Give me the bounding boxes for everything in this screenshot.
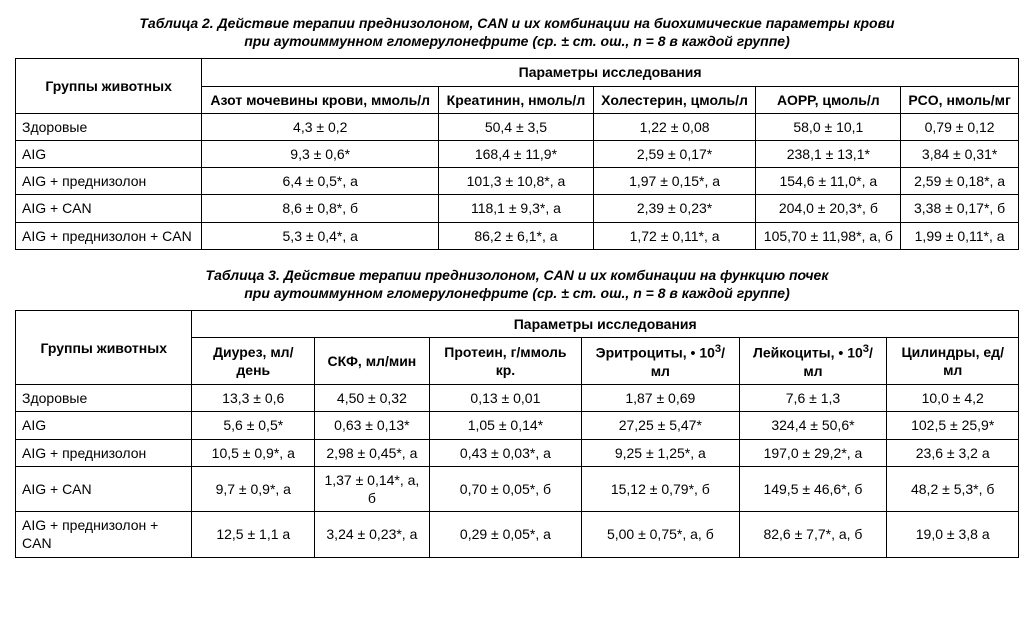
table2-caption-line2: при аутоиммунном гломерулонефрите (ср. ±… (244, 33, 789, 49)
table-row: AIG + CAN8,6 ± 0,8*, б118,1 ± 9,3*, а2,3… (16, 195, 1019, 222)
table3-cell-0-0: 13,3 ± 0,6 (192, 385, 315, 412)
table3-row-label-3: AIG + CAN (16, 466, 192, 511)
table-row: AIG5,6 ± 0,5*0,63 ± 0,13*1,05 ± 0,14*27,… (16, 412, 1019, 439)
table3-cell-4-3: 5,00 ± 0,75*, а, б (582, 512, 739, 557)
table-row: AIG + преднизолон6,4 ± 0,5*, а101,3 ± 10… (16, 168, 1019, 195)
table3-row-label-0: Здоровые (16, 385, 192, 412)
table3-cell-1-5: 102,5 ± 25,9* (887, 412, 1019, 439)
table3-cell-4-5: 19,0 ± 3,8 а (887, 512, 1019, 557)
table3-cell-4-2: 0,29 ± 0,05*, а (429, 512, 581, 557)
table3-cell-3-0: 9,7 ± 0,9*, а (192, 466, 315, 511)
table2-param-header: Параметры исследования (202, 59, 1019, 86)
table2-row-label-0: Здоровые (16, 113, 202, 140)
table2-row-label-4: AIG + преднизолон + CAN (16, 222, 202, 249)
table3-col-2: Протеин, г/ммоль кр. (429, 338, 581, 385)
table2-cell-0-4: 0,79 ± 0,12 (901, 113, 1019, 140)
table-row: AIG + преднизолон + CAN5,3 ± 0,4*, а86,2… (16, 222, 1019, 249)
table2-cell-1-2: 2,59 ± 0,17* (593, 140, 756, 167)
table3-cell-3-3: 15,12 ± 0,79*, б (582, 466, 739, 511)
table3-row-label-4: AIG + преднизолон + CAN (16, 512, 192, 557)
table3-cell-1-4: 324,4 ± 50,6* (739, 412, 887, 439)
table2-cell-4-0: 5,3 ± 0,4*, а (202, 222, 439, 249)
table-row: AIG9,3 ± 0,6*168,4 ± 11,9*2,59 ± 0,17*23… (16, 140, 1019, 167)
table2-cell-3-2: 2,39 ± 0,23* (593, 195, 756, 222)
table2-col-4: РCO, нмоль/мг (901, 86, 1019, 113)
table2-cell-3-1: 118,1 ± 9,3*, а (439, 195, 593, 222)
table2-cell-2-3: 154,6 ± 11,0*, а (756, 168, 901, 195)
table-row: AIG + преднизолон10,5 ± 0,9*, а2,98 ± 0,… (16, 439, 1019, 466)
table3-cell-0-4: 7,6 ± 1,3 (739, 385, 887, 412)
table3-cell-3-5: 48,2 ± 5,3*, б (887, 466, 1019, 511)
table-row: Здоровые13,3 ± 0,64,50 ± 0,320,13 ± 0,01… (16, 385, 1019, 412)
table2-cell-3-4: 3,38 ± 0,17*, б (901, 195, 1019, 222)
table3-caption-line2: при аутоиммунном гломерулонефрите (ср. ±… (244, 285, 789, 301)
table3-col-5: Цилиндры, ед/мл (887, 338, 1019, 385)
table2-cell-2-2: 1,97 ± 0,15*, а (593, 168, 756, 195)
table3-cell-2-5: 23,6 ± 3,2 а (887, 439, 1019, 466)
table2-cell-2-0: 6,4 ± 0,5*, а (202, 168, 439, 195)
table2-caption: Таблица 2. Действие терапии преднизолоно… (15, 14, 1019, 50)
table2-group-header: Группы животных (16, 59, 202, 113)
table-row: AIG + преднизолон + CAN12,5 ± 1,1 а3,24 … (16, 512, 1019, 557)
table3-param-header: Параметры исследования (192, 311, 1019, 338)
table3: Группы животных Параметры исследования Д… (15, 310, 1019, 558)
table2-cell-1-4: 3,84 ± 0,31* (901, 140, 1019, 167)
table2-cell-0-3: 58,0 ± 10,1 (756, 113, 901, 140)
table2-caption-line1: Таблица 2. Действие терапии преднизолоно… (139, 15, 894, 31)
table2: Группы животных Параметры исследования А… (15, 58, 1019, 249)
table2-col-3: АОРР, цмоль/л (756, 86, 901, 113)
table2-cell-2-4: 2,59 ± 0,18*, а (901, 168, 1019, 195)
table2-cell-0-0: 4,3 ± 0,2 (202, 113, 439, 140)
table3-cell-4-4: 82,6 ± 7,7*, а, б (739, 512, 887, 557)
table3-cell-3-1: 1,37 ± 0,14*, а, б (315, 466, 430, 511)
table2-row-label-3: AIG + CAN (16, 195, 202, 222)
table3-cell-4-1: 3,24 ± 0,23*, а (315, 512, 430, 557)
table3-cell-2-4: 197,0 ± 29,2*, а (739, 439, 887, 466)
table2-cell-2-1: 101,3 ± 10,8*, а (439, 168, 593, 195)
table3-cell-2-3: 9,25 ± 1,25*, а (582, 439, 739, 466)
table3-cell-3-2: 0,70 ± 0,05*, б (429, 466, 581, 511)
table2-cell-3-0: 8,6 ± 0,8*, б (202, 195, 439, 222)
table3-cell-0-3: 1,87 ± 0,69 (582, 385, 739, 412)
table2-cell-0-2: 1,22 ± 0,08 (593, 113, 756, 140)
table2-cell-4-3: 105,70 ± 11,98*, а, б (756, 222, 901, 249)
table3-col-4: Лейкоциты, • 103/мл (739, 338, 887, 385)
table2-row-label-2: AIG + преднизолон (16, 168, 202, 195)
table2-cell-4-1: 86,2 ± 6,1*, а (439, 222, 593, 249)
table3-cell-2-0: 10,5 ± 0,9*, а (192, 439, 315, 466)
table2-cell-4-4: 1,99 ± 0,11*, а (901, 222, 1019, 249)
table2-cell-1-3: 238,1 ± 13,1* (756, 140, 901, 167)
table3-cell-0-1: 4,50 ± 0,32 (315, 385, 430, 412)
table3-cell-3-4: 149,5 ± 46,6*, б (739, 466, 887, 511)
table3-cell-1-0: 5,6 ± 0,5* (192, 412, 315, 439)
table2-col-0: Азот мочевины крови, ммоль/л (202, 86, 439, 113)
table-row: AIG + CAN9,7 ± 0,9*, а1,37 ± 0,14*, а, б… (16, 466, 1019, 511)
table2-cell-1-1: 168,4 ± 11,9* (439, 140, 593, 167)
table2-col-1: Креатинин, нмоль/л (439, 86, 593, 113)
table3-col-3: Эритроциты, • 103/мл (582, 338, 739, 385)
table3-cell-1-2: 1,05 ± 0,14* (429, 412, 581, 439)
table3-caption: Таблица 3. Действие терапии преднизолоно… (15, 266, 1019, 302)
table2-cell-1-0: 9,3 ± 0,6* (202, 140, 439, 167)
table3-cell-2-1: 2,98 ± 0,45*, а (315, 439, 430, 466)
table3-cell-4-0: 12,5 ± 1,1 а (192, 512, 315, 557)
table3-cell-0-2: 0,13 ± 0,01 (429, 385, 581, 412)
table3-cell-0-5: 10,0 ± 4,2 (887, 385, 1019, 412)
table-row: Здоровые4,3 ± 0,250,4 ± 3,51,22 ± 0,0858… (16, 113, 1019, 140)
table2-cell-3-3: 204,0 ± 20,3*, б (756, 195, 901, 222)
table3-cell-1-1: 0,63 ± 0,13* (315, 412, 430, 439)
table3-col-1: СКФ, мл/мин (315, 338, 430, 385)
table3-row-label-1: AIG (16, 412, 192, 439)
table3-row-label-2: AIG + преднизолон (16, 439, 192, 466)
table3-group-header: Группы животных (16, 311, 192, 385)
table3-col-0: Диурез, мл/день (192, 338, 315, 385)
table2-cell-4-2: 1,72 ± 0,11*, а (593, 222, 756, 249)
table3-cell-1-3: 27,25 ± 5,47* (582, 412, 739, 439)
table2-row-label-1: AIG (16, 140, 202, 167)
table2-col-2: Холестерин, цмоль/л (593, 86, 756, 113)
table3-cell-2-2: 0,43 ± 0,03*, а (429, 439, 581, 466)
table2-cell-0-1: 50,4 ± 3,5 (439, 113, 593, 140)
table3-caption-line1: Таблица 3. Действие терапии преднизолоно… (206, 267, 829, 283)
